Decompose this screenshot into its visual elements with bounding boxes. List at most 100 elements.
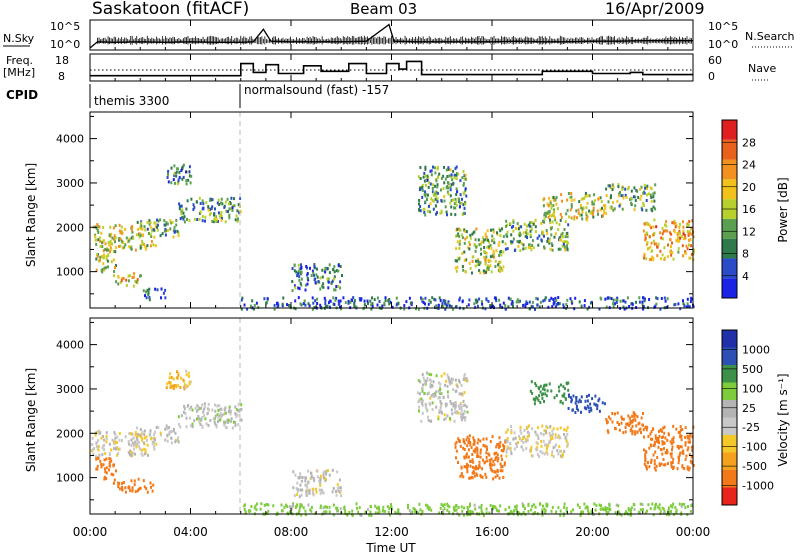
range-cell xyxy=(100,463,103,466)
range-cell xyxy=(464,465,467,469)
range-cell xyxy=(627,414,630,418)
range-cell xyxy=(434,204,437,208)
range-cell xyxy=(217,211,220,215)
range-cell xyxy=(114,266,116,269)
range-cell xyxy=(174,229,177,233)
range-cell xyxy=(682,254,685,258)
range-cell xyxy=(550,204,553,208)
range-cell xyxy=(452,181,455,185)
range-cell xyxy=(632,418,635,422)
range-cell xyxy=(478,263,481,266)
range-cell xyxy=(497,445,500,449)
range-cell xyxy=(478,460,481,464)
range-cell xyxy=(335,490,337,493)
range-cell xyxy=(557,228,560,232)
range-cell xyxy=(496,509,499,513)
range-cell xyxy=(566,241,569,245)
range-cell xyxy=(297,270,300,274)
range-cell xyxy=(656,297,659,301)
range-cell xyxy=(454,445,457,449)
range-cell xyxy=(570,510,573,514)
range-cell xyxy=(436,191,439,195)
range-cell xyxy=(486,245,489,249)
range-cell xyxy=(139,226,142,230)
range-cell xyxy=(444,205,447,209)
range-cell xyxy=(669,440,672,444)
range-cell xyxy=(520,445,523,449)
range-cell xyxy=(566,444,569,448)
range-cell xyxy=(525,447,528,451)
range-cell xyxy=(600,200,603,204)
range-cell xyxy=(99,255,102,259)
range-cell xyxy=(640,431,642,435)
range-cell xyxy=(166,439,169,443)
range-cell xyxy=(537,435,540,439)
range-cell xyxy=(128,452,131,456)
range-cell xyxy=(99,239,101,243)
range-cell xyxy=(176,438,179,442)
range-cell xyxy=(464,202,467,206)
range-cell xyxy=(105,431,108,435)
range-cell xyxy=(588,305,591,309)
range-cell xyxy=(188,382,191,386)
range-cell xyxy=(113,236,116,240)
range-cell xyxy=(472,436,475,440)
range-cell xyxy=(339,486,342,490)
range-cell xyxy=(490,246,493,250)
range-cell xyxy=(499,250,502,253)
range-cell xyxy=(96,464,99,468)
range-cell xyxy=(510,302,513,306)
x-tick-label: 12:00 xyxy=(374,525,409,539)
range-cell xyxy=(103,475,106,479)
range-cell xyxy=(596,404,599,408)
range-cell xyxy=(455,411,458,415)
range-cell xyxy=(485,445,488,449)
range-cell xyxy=(188,170,191,174)
range-cell xyxy=(513,431,516,435)
range-cell xyxy=(240,407,243,411)
range-cell xyxy=(482,443,485,447)
range-cell xyxy=(192,208,195,211)
range-cell xyxy=(563,228,566,231)
colorbar-tick-label: 100 xyxy=(742,382,763,395)
range-cell xyxy=(108,243,111,247)
range-cell xyxy=(170,221,173,225)
range-cell xyxy=(458,197,461,201)
range-cell xyxy=(297,263,300,267)
range-cell xyxy=(422,376,425,380)
range-cell xyxy=(548,439,551,443)
range-cell xyxy=(663,246,666,250)
range-cell xyxy=(499,504,502,508)
range-cell xyxy=(531,305,534,309)
range-cell xyxy=(681,244,684,248)
range-cell xyxy=(521,502,524,506)
range-cell xyxy=(512,437,515,441)
range-cell xyxy=(447,377,450,381)
range-cell xyxy=(426,174,429,178)
range-cell xyxy=(209,211,212,215)
range-cell xyxy=(658,463,661,467)
range-cell xyxy=(431,198,434,202)
range-cell xyxy=(462,439,465,443)
range-cell xyxy=(593,193,596,197)
range-cell xyxy=(670,455,673,459)
range-cell xyxy=(179,425,182,429)
range-cell xyxy=(113,478,116,482)
range-cell xyxy=(512,302,514,305)
range-cell xyxy=(291,289,294,293)
range-cell xyxy=(430,379,433,383)
range-cell xyxy=(472,231,475,235)
range-cell xyxy=(434,184,436,188)
range-cell xyxy=(563,505,566,509)
range-cell xyxy=(463,506,466,510)
range-cell xyxy=(426,506,429,510)
range-cell xyxy=(507,296,510,300)
range-cell xyxy=(175,218,178,222)
range-cell xyxy=(294,307,297,311)
range-cell xyxy=(219,411,222,415)
range-cell xyxy=(154,438,156,442)
range-cell xyxy=(238,413,241,417)
range-cell xyxy=(190,174,193,178)
range-cell xyxy=(689,459,692,463)
range-cell xyxy=(464,237,467,241)
